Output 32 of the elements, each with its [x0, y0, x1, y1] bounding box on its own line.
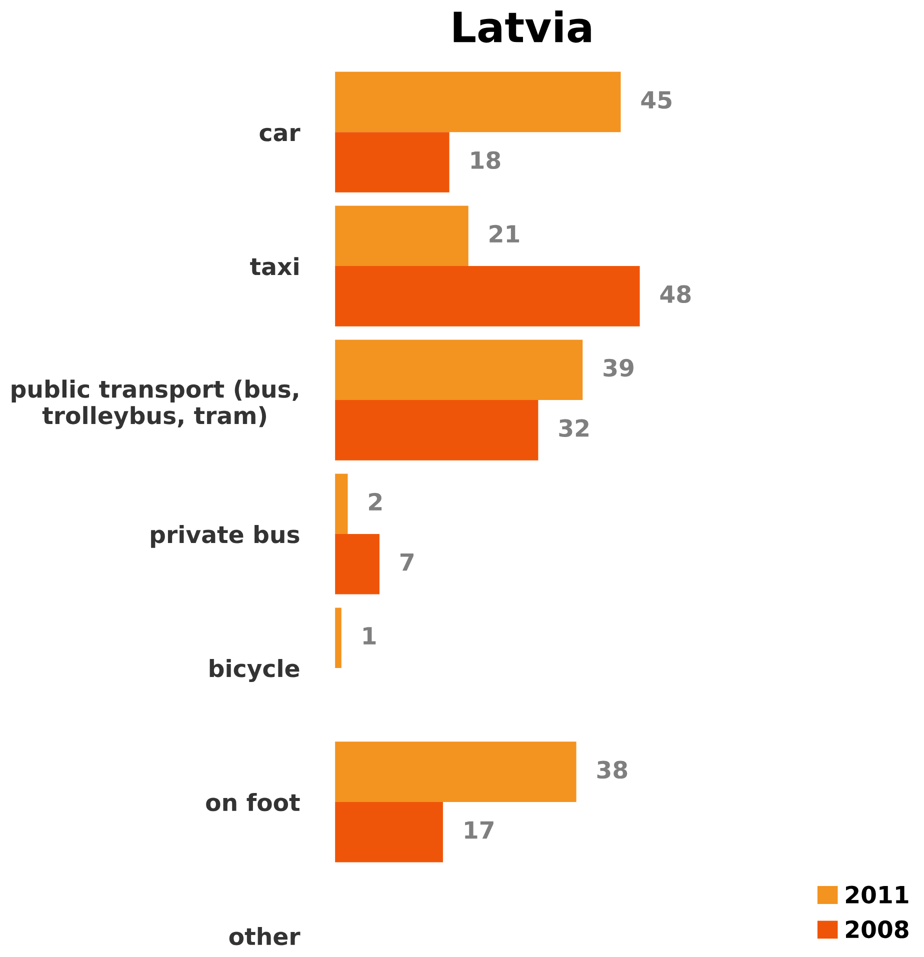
y-tick-label: public transport (bus, trolleybus, tram) — [12, 380, 298, 430]
legend-label: 2011 — [846, 886, 908, 904]
bar — [335, 72, 621, 132]
data-label: 45 — [641, 91, 672, 109]
y-tick-label: car — [260, 128, 300, 142]
y-tick-label: private bus — [151, 525, 300, 548]
bar — [335, 266, 640, 326]
data-label: 48 — [660, 285, 691, 304]
bar — [335, 802, 443, 862]
data-label: 1 — [364, 627, 376, 644]
data-label: 39 — [604, 358, 634, 377]
bar — [335, 340, 583, 400]
bar — [335, 400, 538, 460]
data-label: 17 — [465, 821, 494, 839]
data-label: 32 — [559, 419, 588, 438]
data-label: 21 — [490, 224, 520, 242]
bar — [335, 742, 576, 802]
data-label: 2 — [369, 492, 382, 510]
bar — [335, 534, 380, 594]
bar — [335, 608, 342, 668]
data-label: 18 — [471, 151, 500, 170]
legend-label: 2008 — [846, 920, 908, 938]
data-label: 7 — [400, 553, 414, 571]
bar — [335, 132, 450, 192]
data-label: 38 — [597, 760, 628, 779]
y-tick-label: bicycle — [210, 659, 300, 682]
bar — [335, 206, 468, 266]
bar — [335, 474, 348, 534]
y-tick-label: on foot — [206, 792, 300, 812]
y-tick-label: other — [229, 926, 300, 946]
chart-title: Latvia — [454, 10, 591, 43]
y-tick-label: taxi — [250, 257, 298, 276]
